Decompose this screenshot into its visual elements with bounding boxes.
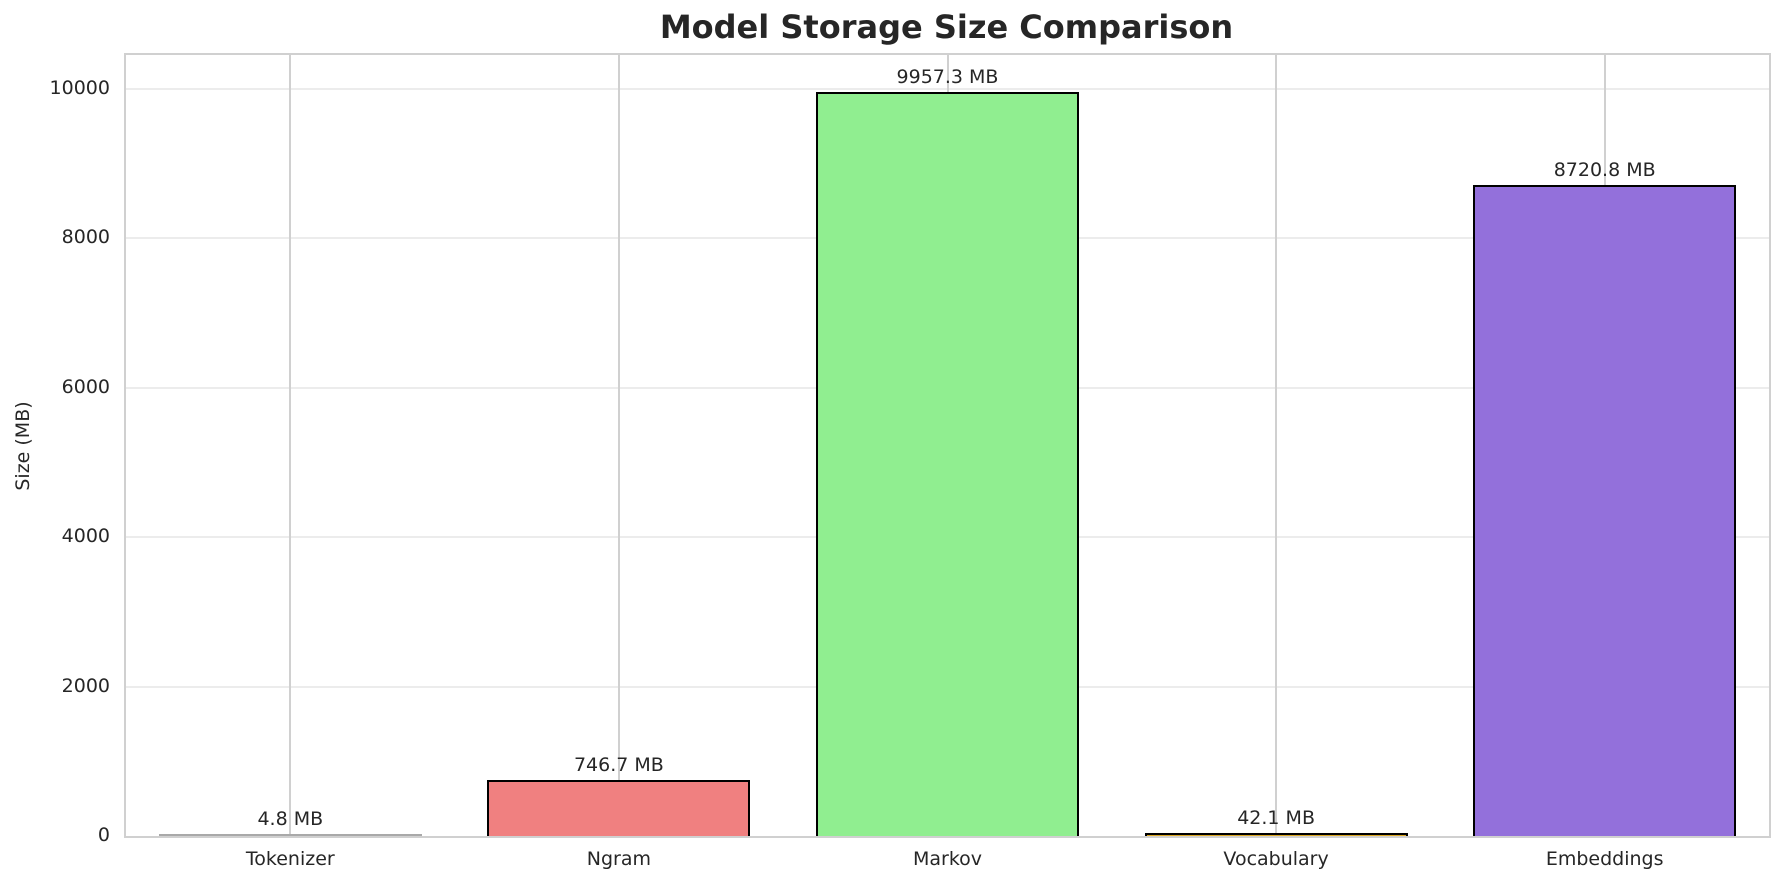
bar-value-label: 9957.3 MB — [896, 66, 999, 89]
bar-value-label: 8720.8 MB — [1553, 158, 1656, 181]
bar-value-label: 4.8 MB — [257, 808, 324, 830]
x-tick-label: Ngram — [586, 848, 652, 870]
x-gridline — [617, 55, 620, 836]
y-tick-label: 4000 — [61, 525, 110, 548]
x-tick-label: Embeddings — [1545, 848, 1664, 870]
plot-area — [124, 53, 1771, 838]
y-tick-label: 2000 — [61, 674, 110, 697]
bar-value-label: 746.7 MB — [573, 754, 664, 777]
bar-tokenizer — [158, 834, 422, 836]
bar-markov — [816, 92, 1079, 836]
y-tick-label: 6000 — [61, 375, 110, 398]
y-tick-label: 8000 — [61, 226, 110, 249]
x-tick-label: Tokenizer — [245, 848, 335, 870]
y-tick-label: 10000 — [49, 76, 110, 99]
x-tick-label: Vocabulary — [1223, 848, 1329, 870]
y-axis-label: Size (MB) — [12, 401, 34, 491]
chart-title: Model Storage Size Comparison — [659, 8, 1234, 46]
x-gridline — [1275, 55, 1278, 836]
bar-vocabulary — [1144, 832, 1408, 836]
x-gridline — [289, 55, 292, 836]
y-tick-label: 0 — [97, 824, 110, 846]
bar-value-label: 42.1 MB — [1237, 806, 1315, 829]
bar-ngram — [487, 780, 751, 836]
bar-embeddings — [1473, 184, 1737, 836]
x-tick-label: Markov — [912, 848, 983, 870]
